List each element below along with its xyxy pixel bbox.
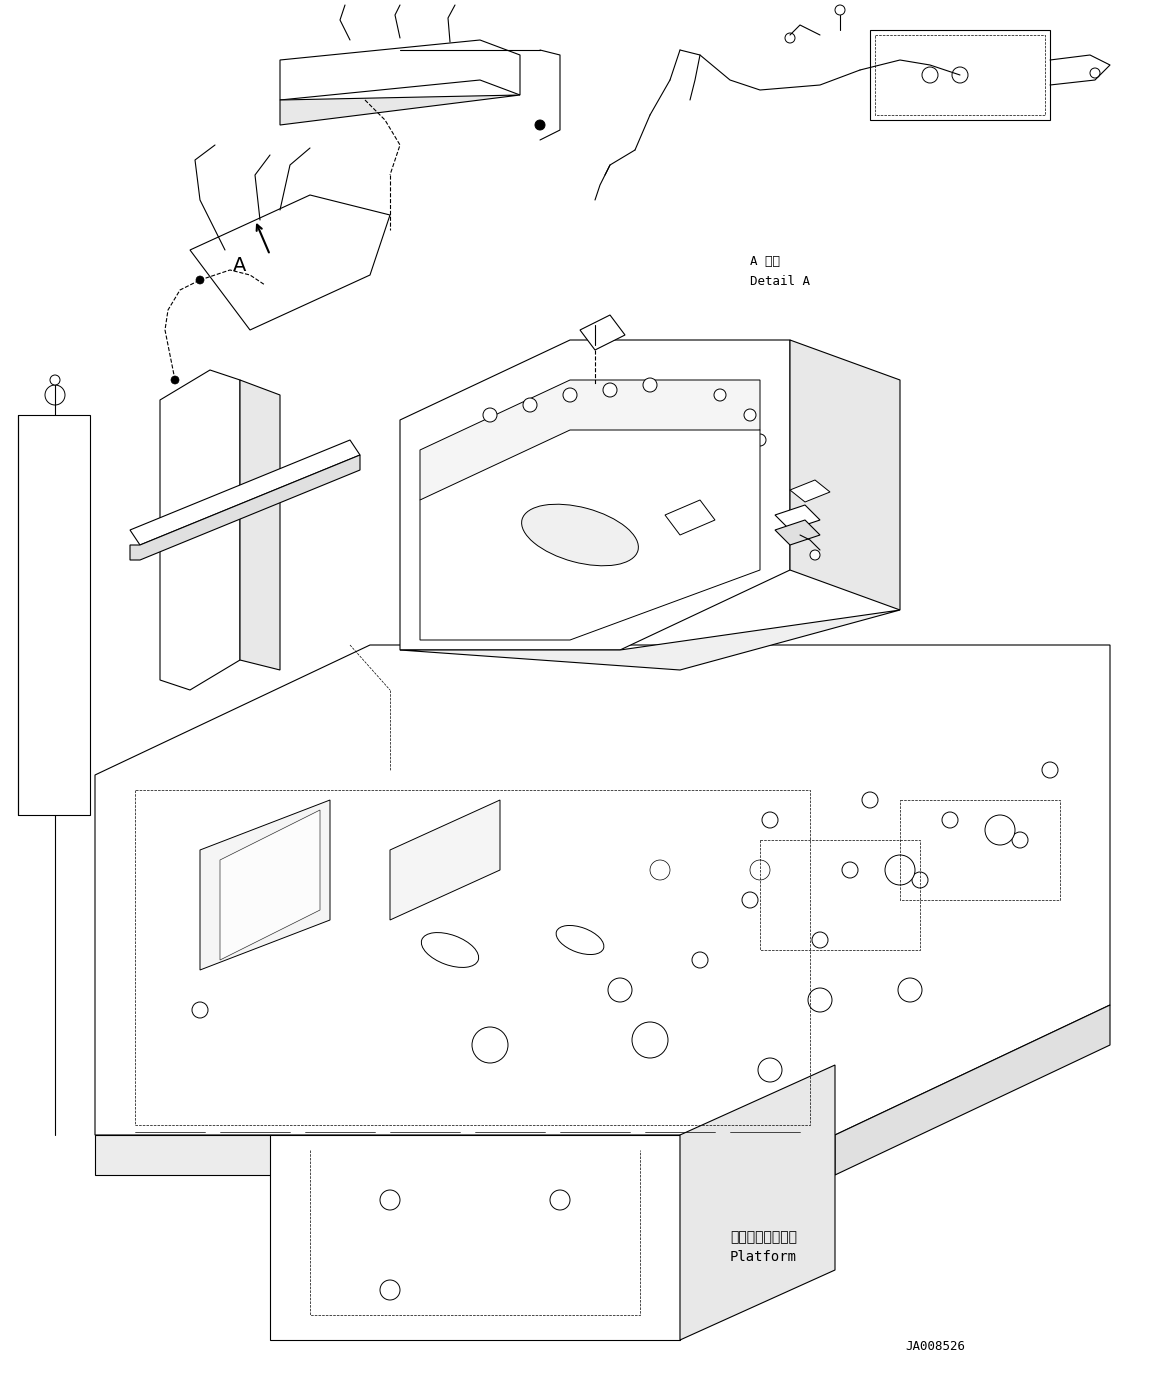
Circle shape	[912, 871, 928, 888]
Circle shape	[744, 409, 756, 421]
Text: Detail A: Detail A	[750, 275, 809, 289]
Circle shape	[812, 932, 828, 947]
Circle shape	[380, 1190, 400, 1210]
Polygon shape	[130, 441, 361, 545]
Circle shape	[808, 987, 832, 1012]
Polygon shape	[790, 481, 830, 503]
Circle shape	[602, 383, 618, 396]
Circle shape	[898, 978, 922, 1003]
Polygon shape	[580, 315, 625, 349]
Circle shape	[835, 6, 846, 15]
Circle shape	[171, 376, 179, 384]
Polygon shape	[775, 505, 820, 530]
Circle shape	[785, 33, 795, 43]
Polygon shape	[400, 610, 900, 670]
Polygon shape	[160, 370, 240, 690]
Circle shape	[650, 860, 670, 880]
Polygon shape	[790, 340, 900, 610]
Polygon shape	[270, 1135, 680, 1340]
Circle shape	[472, 1027, 508, 1063]
Text: A 詳細: A 詳細	[750, 255, 780, 268]
Polygon shape	[240, 380, 280, 670]
Polygon shape	[680, 1065, 835, 1340]
Ellipse shape	[556, 925, 604, 954]
Circle shape	[922, 68, 939, 83]
Circle shape	[809, 550, 820, 561]
Polygon shape	[280, 95, 520, 126]
Circle shape	[50, 376, 60, 385]
Circle shape	[742, 892, 758, 907]
Circle shape	[714, 389, 726, 400]
Polygon shape	[200, 800, 330, 969]
Circle shape	[197, 276, 204, 284]
Polygon shape	[130, 454, 361, 561]
Polygon shape	[190, 195, 390, 330]
Circle shape	[1012, 831, 1028, 848]
Polygon shape	[390, 800, 500, 920]
Polygon shape	[280, 40, 520, 99]
Circle shape	[643, 378, 657, 392]
Circle shape	[380, 1280, 400, 1300]
Polygon shape	[95, 645, 1110, 1135]
Circle shape	[842, 862, 858, 878]
Polygon shape	[420, 380, 759, 500]
Circle shape	[563, 388, 577, 402]
Circle shape	[758, 1058, 782, 1081]
Circle shape	[885, 855, 915, 885]
Circle shape	[550, 1190, 570, 1210]
Circle shape	[762, 812, 778, 829]
Circle shape	[952, 68, 968, 83]
Ellipse shape	[522, 504, 638, 566]
Polygon shape	[665, 500, 715, 534]
Polygon shape	[870, 30, 1050, 120]
Circle shape	[862, 791, 878, 808]
Circle shape	[632, 1022, 668, 1058]
Circle shape	[1042, 762, 1058, 778]
Circle shape	[523, 398, 537, 412]
Polygon shape	[775, 521, 820, 545]
Polygon shape	[400, 340, 790, 650]
Text: プラットフォーム: プラットフォーム	[730, 1230, 797, 1244]
Circle shape	[942, 812, 958, 829]
Circle shape	[483, 407, 497, 423]
Circle shape	[608, 978, 632, 1003]
Circle shape	[535, 120, 545, 130]
Circle shape	[45, 385, 65, 405]
Circle shape	[754, 434, 766, 446]
Circle shape	[192, 1003, 208, 1018]
Polygon shape	[835, 1005, 1110, 1175]
Text: JA008526: JA008526	[905, 1340, 965, 1353]
Polygon shape	[95, 1135, 370, 1175]
Circle shape	[692, 952, 708, 968]
Ellipse shape	[421, 932, 479, 968]
Polygon shape	[220, 811, 320, 960]
Circle shape	[750, 860, 770, 880]
Text: A: A	[234, 255, 247, 275]
Circle shape	[1090, 68, 1100, 77]
Circle shape	[985, 815, 1015, 845]
Polygon shape	[420, 429, 759, 639]
Text: Platform: Platform	[730, 1250, 797, 1264]
Polygon shape	[17, 416, 90, 815]
